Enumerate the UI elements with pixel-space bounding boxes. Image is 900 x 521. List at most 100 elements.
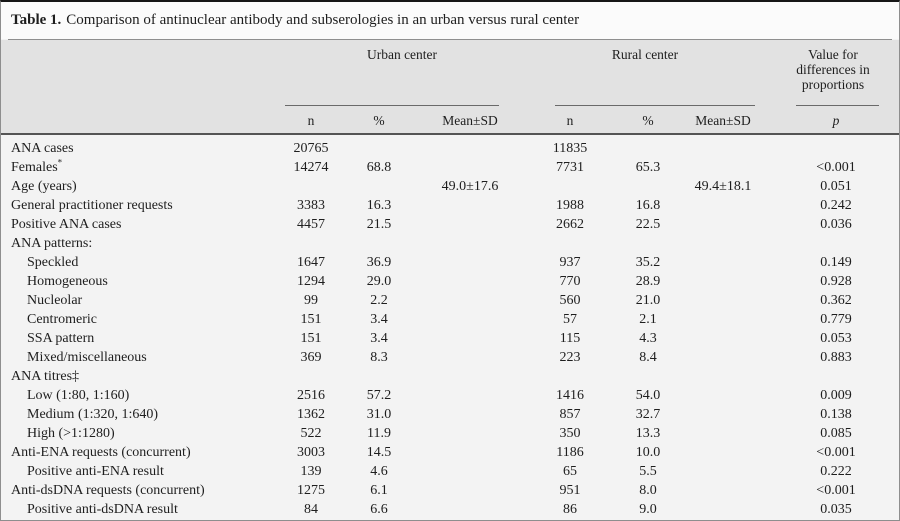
cell-rural-n	[525, 177, 615, 196]
cell-urban-mean-sd	[415, 405, 525, 424]
cell-rural-mean-sd	[681, 405, 765, 424]
cell-urban-pct	[343, 134, 415, 158]
cell-rural-mean-sd	[681, 253, 765, 272]
cell-urban-n	[279, 367, 343, 386]
cell-rural-pct: 2.1	[639, 312, 657, 327]
cell-urban-n: 1362	[297, 407, 325, 422]
cell-rural-pct: 8.0	[639, 483, 657, 498]
cell-urban-n: 151	[300, 312, 322, 327]
table-row: Low (1:80, 1:160) 2516 57.2 1416 54.0 0.009	[1, 386, 899, 405]
table-row: Speckled 1647 36.9 937 35.2 0.149	[1, 253, 899, 272]
row-label: General practitioner requests	[11, 198, 173, 213]
cell-urban-mean-sd	[415, 310, 525, 329]
cell-urban-n: 1275	[297, 483, 325, 498]
subheader-p-value: p	[765, 106, 899, 135]
cell-rural-pct	[615, 177, 681, 196]
table-row: ANA titres‡	[1, 367, 899, 386]
cell-urban-pct: 31.0	[366, 407, 392, 422]
table-row: Centromeric 151 3.4 57 2.1 0.779	[1, 310, 899, 329]
cell-rural-pct: 9.0	[639, 502, 657, 517]
cell-rural-mean-sd	[681, 234, 765, 253]
row-label: ANA cases	[11, 141, 74, 156]
row-label: Positive anti-dsDNA result	[27, 502, 178, 517]
cell-rural-mean-sd	[681, 291, 765, 310]
cell-urban-n: 139	[300, 464, 322, 479]
rural-center-group-header: Rural center	[525, 40, 765, 106]
cell-urban-n: 4457	[297, 217, 325, 232]
cell-urban-pct: 8.3	[370, 350, 388, 365]
cell-rural-mean-sd	[681, 348, 765, 367]
cell-p-value	[765, 134, 899, 158]
table-header: Urban center Rural center Value for diff…	[1, 40, 899, 135]
cell-urban-mean-sd	[415, 291, 525, 310]
cell-urban-pct: 3.4	[370, 331, 388, 346]
cell-rural-pct	[615, 367, 681, 386]
cell-urban-n: 1294	[297, 274, 325, 289]
table-row: High (>1:1280) 522 11.9 350 13.3 0.085	[1, 424, 899, 443]
cell-rural-pct	[615, 234, 681, 253]
row-label: Homogeneous	[27, 274, 108, 289]
cell-rural-mean-sd	[681, 196, 765, 215]
cell-urban-mean-sd	[415, 196, 525, 215]
subheader-urban-n: n	[279, 106, 343, 135]
cell-p-value: 0.149	[820, 255, 852, 270]
cell-rural-n: 1988	[556, 198, 584, 213]
cell-rural-mean-sd	[681, 367, 765, 386]
cell-rural-pct: 65.3	[635, 160, 661, 175]
cell-p-value: 0.053	[820, 331, 852, 346]
cell-rural-n: 7731	[556, 160, 584, 175]
cell-rural-n: 65	[563, 464, 577, 479]
cell-urban-pct: 3.4	[370, 312, 388, 327]
cell-urban-mean-sd	[415, 443, 525, 462]
cell-rural-mean-sd	[681, 481, 765, 500]
cell-rural-pct: 54.0	[635, 388, 661, 403]
table-row: Nucleolar 99 2.2 560 21.0 0.362	[1, 291, 899, 310]
cell-urban-pct: 21.5	[366, 217, 392, 232]
cell-urban-pct: 6.6	[370, 502, 388, 517]
cell-urban-mean-sd	[415, 272, 525, 291]
cell-rural-mean-sd	[681, 134, 765, 158]
cell-rural-mean-sd	[681, 462, 765, 481]
cell-urban-pct: 57.2	[366, 388, 392, 403]
p-value-group-header: Value for differences in proportions	[765, 40, 899, 106]
cell-rural-mean-sd	[681, 424, 765, 443]
p-value-group-underline	[796, 105, 879, 106]
cell-urban-mean-sd	[415, 386, 525, 405]
cell-rural-n: 223	[559, 350, 581, 365]
cell-rural-mean-sd: 49.4±18.1	[694, 179, 752, 194]
table-row: Positive ANA cases 4457 21.5 2662 22.5 0.036	[1, 215, 899, 234]
cell-urban-pct	[343, 177, 415, 196]
data-table: Urban center Rural center Value for diff…	[1, 40, 899, 520]
cell-urban-pct: 14.5	[366, 445, 392, 460]
cell-p-value: 0.085	[820, 426, 852, 441]
cell-urban-mean-sd	[415, 329, 525, 348]
row-label: ANA patterns:	[11, 236, 93, 251]
table-caption-text: Comparison of antinuclear antibody and s…	[66, 12, 580, 28]
cell-urban-pct	[343, 367, 415, 386]
cell-rural-mean-sd	[681, 272, 765, 291]
cell-rural-n: 2662	[556, 217, 584, 232]
cell-urban-mean-sd	[415, 462, 525, 481]
cell-rural-n: 770	[559, 274, 581, 289]
cell-urban-pct: 16.3	[366, 198, 392, 213]
subheader-urban-pct: %	[343, 106, 415, 135]
table-row: General practitioner requests 3383 16.3 198…	[1, 196, 899, 215]
cell-p-value	[765, 367, 899, 386]
table-body: ANA cases 20765 11835 Females* 14274 68.8 7731…	[1, 134, 899, 520]
cell-rural-mean-sd	[681, 443, 765, 462]
cell-p-value: <0.001	[816, 160, 856, 175]
subheader-empty	[1, 106, 279, 135]
subheader-rural-n: n	[525, 106, 615, 135]
cell-rural-pct: 13.3	[635, 426, 661, 441]
cell-urban-mean-sd	[415, 134, 525, 158]
cell-rural-pct	[615, 134, 681, 158]
cell-urban-mean-sd	[415, 158, 525, 177]
cell-urban-pct: 4.6	[370, 464, 388, 479]
cell-urban-n	[279, 234, 343, 253]
cell-urban-mean-sd	[415, 234, 525, 253]
cell-rural-mean-sd	[681, 215, 765, 234]
subheader-rural-mean-sd: Mean±SD	[681, 106, 765, 135]
cell-rural-n: 350	[559, 426, 581, 441]
cell-rural-pct: 5.5	[639, 464, 657, 479]
